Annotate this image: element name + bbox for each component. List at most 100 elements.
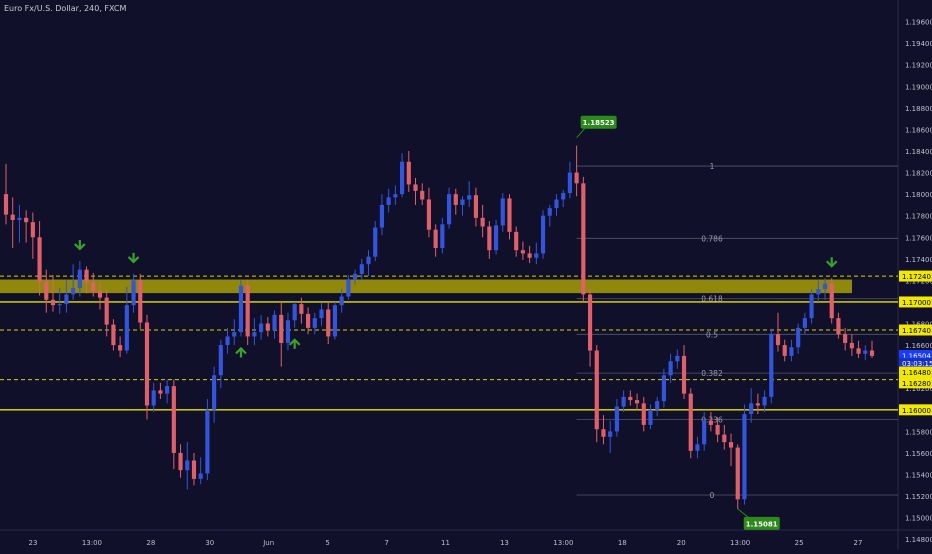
candle-body — [171, 386, 176, 453]
candle-body — [621, 396, 626, 407]
x-tick-label: 20 — [677, 539, 686, 547]
candle-body — [191, 460, 197, 479]
up-arrow-icon — [288, 338, 301, 349]
candle-body — [688, 393, 693, 451]
candle-body — [406, 161, 411, 185]
candle — [587, 289, 593, 367]
candle — [581, 176, 586, 302]
candle — [507, 194, 512, 240]
candle — [91, 272, 96, 297]
candle — [426, 187, 432, 238]
candle — [97, 281, 103, 310]
candle — [661, 368, 666, 408]
candle — [379, 194, 385, 236]
candle — [339, 289, 344, 313]
candle — [124, 286, 129, 354]
candle — [171, 379, 176, 470]
candle-body — [299, 304, 304, 314]
callout-pointer — [576, 128, 585, 139]
candle-body — [232, 332, 237, 337]
candle-body — [124, 305, 129, 351]
candle-body — [534, 253, 539, 258]
candle-body — [587, 294, 593, 351]
candle — [178, 444, 183, 478]
candle — [473, 187, 479, 227]
y-tick-label: 1.15000 — [905, 515, 932, 523]
candle-body — [71, 287, 76, 295]
candle-body — [245, 285, 250, 337]
x-tick-label: Jun — [262, 539, 274, 547]
candle-body — [77, 269, 82, 288]
candle-body — [393, 194, 398, 198]
callout-pointer — [737, 508, 749, 518]
y-tick-label: 1.15400 — [905, 472, 932, 480]
candle-body — [91, 282, 96, 292]
candle — [769, 328, 774, 404]
candle-body — [453, 194, 458, 205]
candle-body — [10, 214, 15, 220]
candle — [252, 318, 257, 346]
y-tick-label: 1.16200 — [905, 385, 932, 393]
candle-body — [373, 227, 378, 257]
candle — [386, 188, 391, 213]
candle — [326, 301, 331, 345]
y-tick-label: 1.17400 — [905, 256, 932, 264]
candle — [17, 204, 22, 243]
candle — [594, 345, 599, 443]
candle — [722, 424, 727, 450]
x-tick-label: 25 — [795, 539, 804, 547]
candle-body — [749, 403, 754, 415]
candle-body — [131, 280, 136, 306]
candle-body — [775, 334, 781, 346]
candle-body — [205, 409, 210, 474]
candle — [37, 221, 42, 296]
fib-level-label: 0.618 — [701, 295, 723, 304]
candle — [420, 183, 425, 205]
candle-body — [614, 406, 619, 432]
candle — [191, 452, 197, 486]
candle — [64, 280, 69, 313]
candle — [547, 204, 552, 227]
candle-body — [212, 375, 217, 410]
candle — [218, 339, 223, 389]
candle-body — [50, 299, 56, 306]
candle — [567, 161, 572, 199]
candle — [71, 264, 76, 300]
candle-body — [829, 283, 834, 319]
candle-body — [198, 473, 203, 479]
candle-body — [24, 217, 29, 223]
y-tick-label: 1.17600 — [905, 234, 932, 242]
candle-body — [641, 403, 646, 425]
x-tick-label: 30 — [205, 539, 214, 547]
candle — [534, 242, 539, 265]
candle-body — [782, 345, 787, 356]
x-tick-label: 23 — [29, 539, 38, 547]
candle — [433, 224, 438, 257]
candle — [138, 273, 143, 329]
candle — [735, 444, 740, 510]
candle — [648, 404, 653, 430]
candle — [574, 145, 579, 197]
candle — [695, 436, 700, 459]
candle-body — [30, 222, 35, 238]
candle — [332, 301, 338, 340]
candle — [634, 393, 640, 410]
candle — [299, 297, 304, 324]
candle — [467, 181, 472, 208]
candle-body — [44, 281, 49, 300]
candle — [540, 210, 546, 259]
candle-body — [601, 429, 606, 437]
candle-body — [554, 199, 559, 209]
candle-body — [238, 285, 244, 333]
y-tick-label: 1.18400 — [905, 148, 932, 156]
price-callout-label: 1.15081 — [746, 520, 778, 528]
candle — [158, 382, 163, 400]
candle-body — [655, 401, 660, 410]
candle-body — [809, 294, 814, 319]
candle-body — [681, 355, 687, 394]
candle-body — [433, 229, 438, 249]
candle-body — [628, 396, 633, 401]
y-tick-label: 1.19400 — [905, 40, 932, 48]
